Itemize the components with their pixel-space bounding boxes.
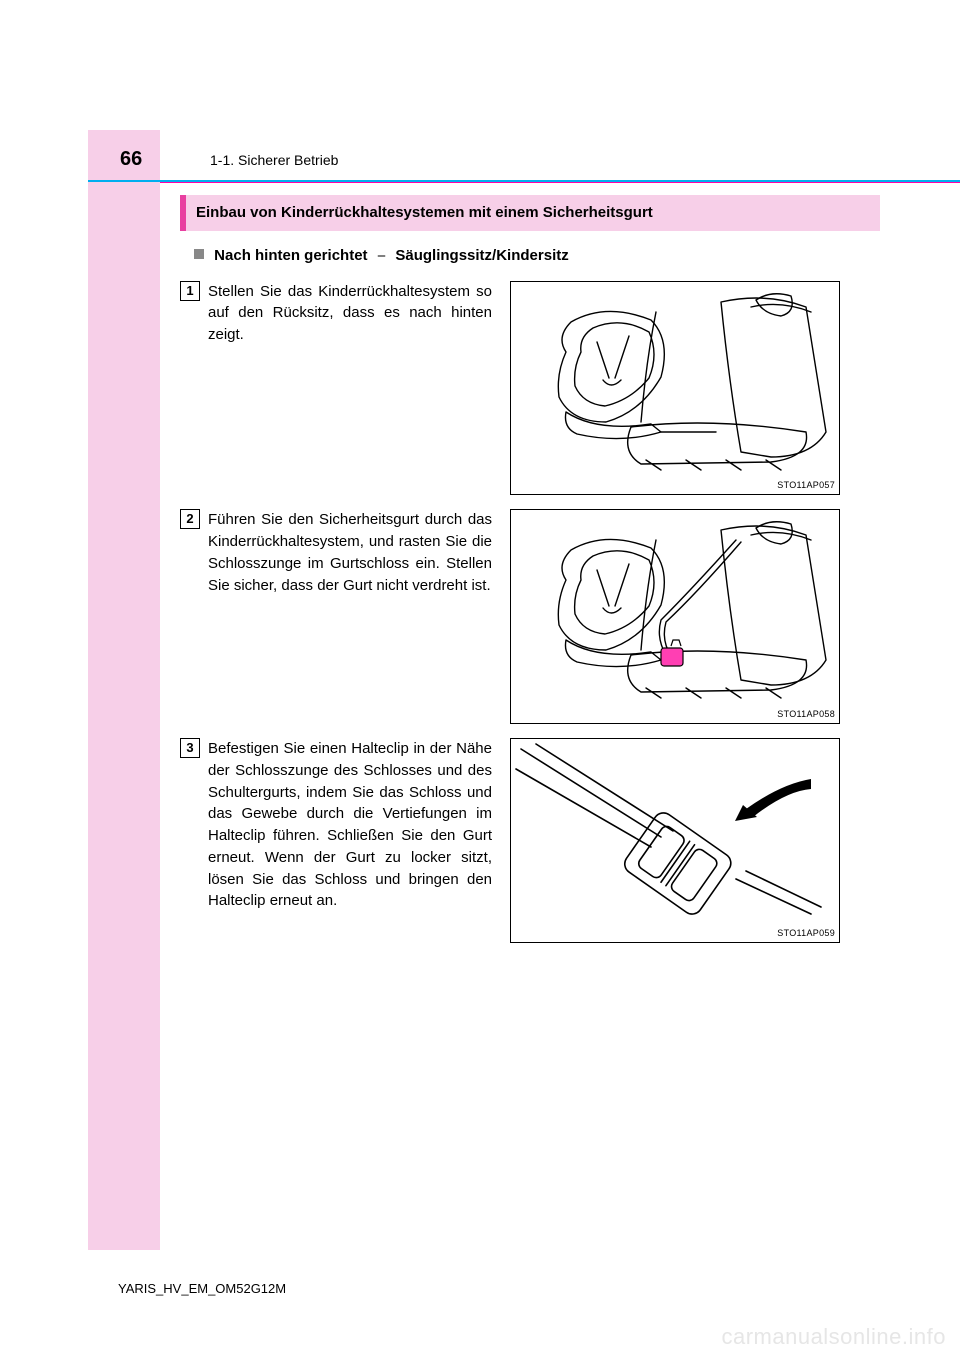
figure-code: STO11AP058 [511,707,839,723]
child-seat-belt-illustration-icon [511,510,841,700]
step-figure-col: STO11AP057 [510,281,840,496]
step-text-col: 3 Befestigen Sie einen Halteclip in der … [180,738,510,912]
subsection-heading: Nach hinten gerichtet ⎯ Säuglingssitz/Ki… [194,245,880,267]
header-rule-magenta [160,182,960,183]
watermark: carmanualsonline.info [721,1324,946,1350]
child-seat-illustration-icon [511,282,841,472]
step-text: Führen Sie den Sicherheitsgurt durch das… [208,509,492,596]
tab-strip [88,130,160,1250]
subhead-dash: ⎯ [374,247,390,264]
bullet-square-icon [194,249,204,259]
step-text: Befestigen Sie einen Halteclip in der Nä… [208,738,492,912]
step-figure-col: STO11AP058 [510,509,840,724]
step-2: 2 Führen Sie den Sicherheitsgurt durch d… [180,509,880,724]
figure-locking-clip: STO11AP059 [510,738,840,943]
step-1: 1 Stellen Sie das Kinderrückhalte­system… [180,281,880,496]
step-number-box: 3 [180,738,200,758]
step-text-col: 1 Stellen Sie das Kinderrückhalte­system… [180,281,510,346]
footer-doc-code: YARIS_HV_EM_OM52G12M [118,1281,286,1296]
subhead-prefix: Nach hinten gerichtet [214,247,367,264]
content-area: Einbau von Kinderrückhaltesystemen mit e… [180,195,880,957]
step-figure-col: STO11AP059 [510,738,840,943]
figure-child-seat-rear-facing: STO11AP057 [510,281,840,496]
section-title: Einbau von Kinderrückhaltesystemen mit e… [180,195,880,231]
section-breadcrumb: 1-1. Sicherer Betrieb [210,152,338,168]
manual-page: 66 1-1. Sicherer Betrieb Einbau von Kind… [0,0,960,1358]
page-number: 66 [120,148,142,171]
locking-clip-illustration-icon [511,739,841,919]
step-number-box: 1 [180,281,200,301]
step-3: 3 Befestigen Sie einen Halteclip in der … [180,738,880,943]
step-number-box: 2 [180,509,200,529]
figure-code: STO11AP057 [511,478,839,494]
step-text: Stellen Sie das Kinderrückhalte­system s… [208,281,492,346]
step-text-col: 2 Führen Sie den Sicherheitsgurt durch d… [180,509,510,596]
figure-child-seat-with-belt: STO11AP058 [510,509,840,724]
figure-code: STO11AP059 [511,926,839,942]
subhead-suffix: Säuglingssitz/Kindersitz [395,247,568,264]
